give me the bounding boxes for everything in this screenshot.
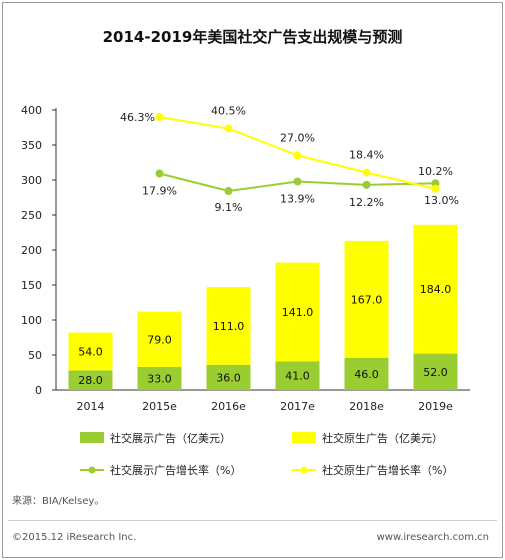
bar-display [344, 357, 389, 390]
y-tick-label: 0 [35, 384, 42, 397]
display-growth-point [293, 177, 302, 186]
bar-display [413, 353, 458, 390]
footer-divider [8, 520, 497, 521]
bar-label-native: 111.0 [213, 320, 245, 333]
bar-label-native: 141.0 [282, 306, 314, 319]
bar-label-native: 54.0 [78, 346, 103, 359]
legend-native-swatch [292, 432, 316, 443]
x-tick-label: 2015e [142, 400, 177, 413]
bar-label-display: 33.0 [147, 372, 172, 385]
native-growth-point [224, 124, 233, 133]
legend-native-growth-marker [300, 466, 308, 474]
display-growth-point [362, 180, 371, 189]
native-growth-label: 40.5% [211, 105, 246, 118]
x-tick-label: 2019e [418, 400, 453, 413]
copyright-text: ©2015.12 iResearch Inc. [12, 532, 137, 543]
bar-label-display: 46.0 [354, 368, 379, 381]
display-growth-label: 17.9% [142, 184, 177, 197]
y-tick-label: 150 [21, 279, 42, 292]
display-growth-label: 12.2% [349, 196, 384, 209]
bar-native [275, 262, 320, 362]
bar-display [206, 364, 251, 390]
bar-display [275, 361, 320, 390]
bar-display [137, 366, 182, 390]
native-growth-point [431, 184, 440, 193]
y-tick-label: 200 [21, 244, 42, 257]
bar-label-display: 28.0 [78, 374, 103, 387]
website-text: www.iresearch.com.cn [376, 532, 489, 543]
x-tick-label: 2018e [349, 400, 384, 413]
native-growth-label: 46.3% [120, 111, 155, 124]
x-tick-label: 2017e [280, 400, 315, 413]
y-tick-label: 300 [21, 174, 42, 187]
display-growth-point [155, 169, 164, 178]
bar-label-native: 184.0 [420, 283, 452, 296]
legend-native-label: 社交原生广告（亿美元） [322, 431, 443, 445]
legend-native-growth-label: 社交原生广告增长率（%） [322, 463, 453, 477]
display-growth-point [224, 187, 233, 195]
legend-display-growth-label: 社交展示广告增长率（%） [110, 463, 241, 477]
x-tick-label: 2016e [211, 400, 246, 413]
chart-title: 2014-2019年美国社交广告支出规模与预测 [102, 28, 403, 46]
bar-label-display: 41.0 [285, 370, 310, 383]
bar-label-display: 36.0 [216, 371, 241, 384]
y-tick-label: 50 [28, 349, 42, 362]
native-growth-label: 18.4% [349, 149, 384, 162]
source-note: 来源：BIA/Kelsey。 [12, 496, 105, 507]
legend-display-swatch [80, 432, 104, 443]
chart-svg: 0 50 100 150 200 250 300 350 400 28.0 54.0 2014 33.0… [21, 104, 470, 477]
bar-native [344, 240, 389, 358]
bar-label-native: 79.0 [147, 333, 172, 346]
bar-label-native: 167.0 [351, 293, 383, 306]
legend-display-label: 社交展示广告（亿美元） [110, 431, 231, 445]
native-growth-point [155, 113, 164, 121]
native-growth-point [362, 168, 371, 177]
x-tick-label: 2014 [77, 400, 105, 413]
bar-display [68, 370, 113, 390]
bar-native [413, 224, 458, 354]
display-growth-label: 13.0% [424, 194, 459, 207]
y-tick-label: 400 [21, 104, 42, 117]
bar-native [206, 287, 251, 365]
y-tick-label: 350 [21, 139, 42, 152]
bar-label-display: 52.0 [423, 366, 448, 379]
legend-display-growth-marker [88, 466, 96, 474]
native-growth-label: 27.0% [280, 131, 315, 144]
bar-native [68, 332, 113, 371]
y-tick-label: 250 [21, 209, 42, 222]
y-tick-label: 100 [21, 314, 42, 327]
display-growth-point [431, 179, 440, 188]
bar-native [137, 311, 182, 367]
display-growth-label: 13.9% [280, 192, 315, 205]
display-growth-label: 9.1% [215, 201, 243, 214]
native-growth-point [293, 151, 302, 160]
native-growth-label: 10.2% [418, 165, 453, 178]
